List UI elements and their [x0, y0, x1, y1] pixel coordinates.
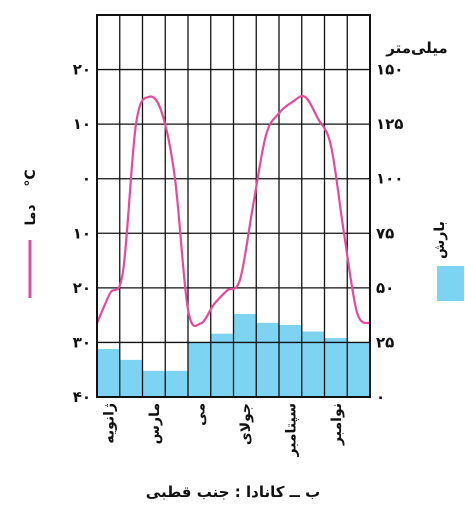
temperature-legend-label: دما [23, 204, 39, 225]
precipitation-bar [210, 333, 234, 397]
temperature-tick-label: ۲۰ [73, 279, 91, 297]
precipitation-bar [97, 348, 120, 397]
temperature-tick-label: ۱۰ [73, 115, 91, 133]
month-tick-label: جولای [238, 403, 254, 445]
precipitation-bar [188, 342, 211, 397]
plot-frame [96, 14, 371, 398]
chart-title: ب ــ کانادا : جنب قطبی [146, 483, 320, 501]
precipitation-bar [324, 338, 348, 397]
precipitation-legend-label: بارش [432, 221, 448, 259]
precipitation-tick-label: ۲۵ [376, 333, 394, 351]
temperature-tick-label: ۲۰ [73, 61, 91, 79]
temperature-tick-label: ۳۰ [73, 333, 91, 351]
precipitation-bar [142, 370, 166, 397]
precipitation-tick-label: ۱۵۰ [376, 61, 403, 79]
precipitation-bar [233, 314, 257, 397]
precipitation-bar [256, 322, 279, 397]
month-tick-label: ژانویه [101, 403, 117, 444]
precipitation-unit-label: میلی‌متر [385, 39, 447, 57]
month-tick-label: نوامبر [329, 403, 345, 446]
month-tick-label: می [192, 403, 208, 426]
plot-grid [97, 15, 370, 397]
precipitation-bar [301, 331, 325, 397]
precipitation-legend-swatch [437, 266, 464, 301]
precipitation-bar [119, 359, 143, 397]
precipitation-tick-label: ۷۵ [376, 224, 394, 242]
precipitation-bar [279, 324, 302, 397]
temperature-tick-labels: ۲۰ ۱۰ ۰ ۱۰ ۲۰ ۳۰ ۴۰ [73, 61, 91, 406]
precipitation-bar [165, 370, 188, 397]
month-tick-label: سپتامبر [283, 403, 299, 458]
precipitation-tick-label: ۱۰۰ [376, 170, 403, 188]
precipitation-tick-label: ۵۰ [376, 279, 394, 297]
precipitation-bar [347, 342, 370, 397]
temperature-tick-label: ۱۰ [73, 224, 91, 242]
temperature-line [95, 95, 371, 327]
precipitation-tick-labels: ۱۵۰ ۱۲۵ ۱۰۰ ۷۵ ۵۰ ۲۵ ۰ [376, 61, 403, 406]
temperature-unit-label: °C [23, 169, 39, 186]
precipitation-tick-label: ۱۲۵ [376, 115, 403, 133]
month-tick-label: مارس [147, 403, 163, 444]
temperature-tick-label: ۴۰ [73, 388, 91, 406]
precipitation-tick-label: ۰ [376, 388, 385, 406]
month-tick-labels: ژانویه مارس می جولای سپتامبر نوامبر [101, 403, 345, 458]
temperature-tick-label: ۰ [82, 170, 91, 188]
